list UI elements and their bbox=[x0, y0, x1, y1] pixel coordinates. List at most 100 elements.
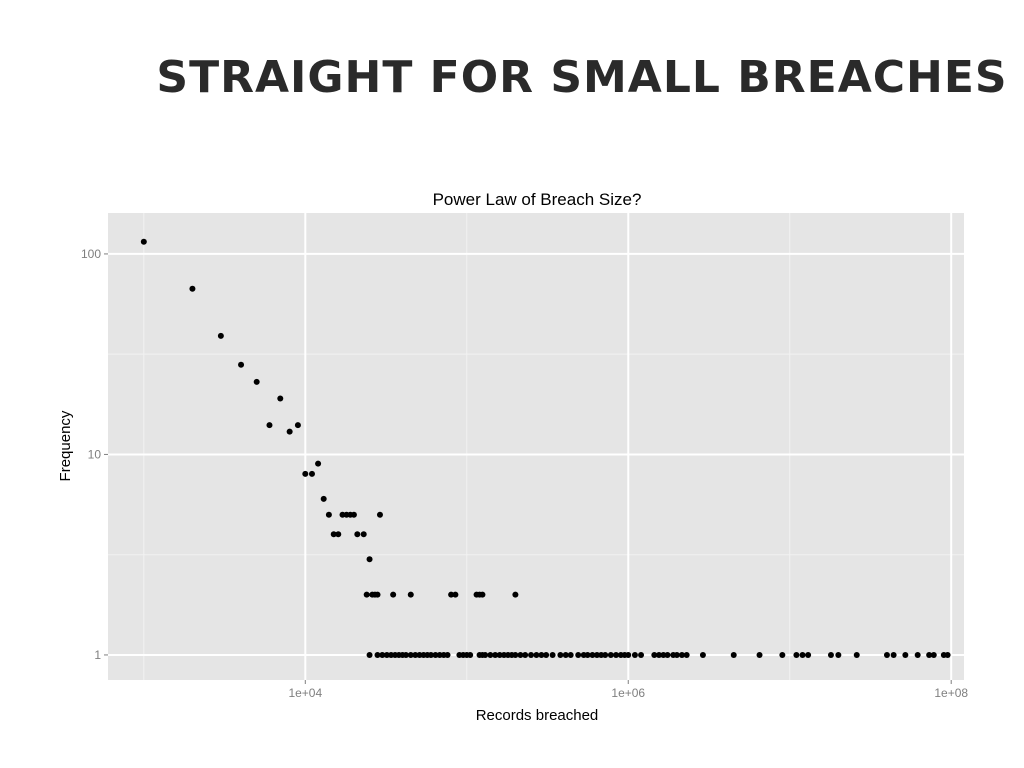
data-point bbox=[330, 531, 337, 538]
chart-title: Power Law of Breach Size? bbox=[433, 190, 642, 209]
data-point bbox=[613, 651, 620, 658]
data-point bbox=[799, 651, 806, 658]
data-point bbox=[944, 651, 951, 658]
data-point bbox=[407, 651, 414, 658]
data-point bbox=[651, 651, 658, 658]
data-point bbox=[189, 285, 196, 292]
data-point bbox=[625, 651, 632, 658]
data-point bbox=[412, 651, 419, 658]
data-point bbox=[673, 651, 680, 658]
data-point bbox=[354, 531, 361, 538]
data-point bbox=[253, 378, 260, 385]
data-point bbox=[827, 651, 834, 658]
slide-title: STRAIGHT FOR SMALL BREACHES bbox=[156, 52, 1008, 103]
data-point bbox=[638, 651, 645, 658]
data-point bbox=[538, 651, 545, 658]
data-point bbox=[779, 651, 786, 658]
data-point bbox=[593, 651, 600, 658]
y-tick-label: 1 bbox=[94, 648, 101, 662]
data-point bbox=[930, 651, 937, 658]
data-point bbox=[756, 651, 763, 658]
data-point bbox=[655, 651, 662, 658]
data-point bbox=[902, 651, 909, 658]
data-point bbox=[575, 651, 582, 658]
data-point bbox=[890, 651, 897, 658]
data-point bbox=[522, 651, 529, 658]
x-tick-label: 1e+06 bbox=[611, 686, 645, 700]
data-point bbox=[320, 495, 327, 502]
data-point bbox=[366, 556, 373, 563]
data-point bbox=[482, 651, 489, 658]
data-point bbox=[325, 511, 332, 518]
data-point bbox=[584, 651, 591, 658]
data-point bbox=[427, 651, 434, 658]
data-point bbox=[487, 651, 494, 658]
data-point bbox=[517, 651, 524, 658]
data-point bbox=[631, 651, 638, 658]
data-point bbox=[308, 470, 315, 477]
data-point bbox=[374, 591, 381, 598]
data-point bbox=[492, 651, 499, 658]
data-point bbox=[479, 591, 486, 598]
y-axis-label: Frequency bbox=[57, 410, 74, 481]
data-point bbox=[528, 651, 535, 658]
data-point bbox=[390, 591, 397, 598]
data-point bbox=[366, 651, 373, 658]
minor-gridlines bbox=[108, 213, 964, 680]
data-point bbox=[286, 428, 293, 435]
data-point bbox=[914, 651, 921, 658]
data-point bbox=[835, 651, 842, 658]
data-point bbox=[562, 651, 569, 658]
data-point bbox=[448, 591, 455, 598]
data-point bbox=[512, 591, 519, 598]
data-point bbox=[496, 651, 503, 658]
data-point bbox=[557, 651, 564, 658]
data-point bbox=[379, 651, 386, 658]
x-tick-label: 1e+08 bbox=[934, 686, 968, 700]
data-point bbox=[793, 651, 800, 658]
data-point bbox=[407, 591, 414, 598]
data-point bbox=[512, 651, 519, 658]
data-point bbox=[444, 651, 451, 658]
x-axis-label: Records breached bbox=[476, 707, 599, 724]
data-point bbox=[217, 332, 224, 339]
data-point bbox=[699, 651, 706, 658]
data-point bbox=[607, 651, 614, 658]
data-point bbox=[360, 531, 367, 538]
data-point bbox=[315, 460, 322, 467]
data-point bbox=[549, 651, 556, 658]
data-points bbox=[140, 238, 951, 658]
data-point bbox=[567, 651, 574, 658]
data-point bbox=[277, 395, 284, 402]
data-point bbox=[383, 651, 390, 658]
data-point bbox=[589, 651, 596, 658]
data-point bbox=[467, 651, 474, 658]
data-point bbox=[266, 422, 273, 429]
major-gridlines bbox=[108, 213, 964, 680]
data-point bbox=[302, 470, 309, 477]
data-point bbox=[683, 651, 690, 658]
data-point bbox=[602, 651, 609, 658]
data-point bbox=[452, 591, 459, 598]
data-point bbox=[730, 651, 737, 658]
plot-panel bbox=[108, 213, 964, 680]
data-point bbox=[805, 651, 812, 658]
data-point bbox=[660, 651, 667, 658]
data-point bbox=[883, 651, 890, 658]
y-tick-label: 10 bbox=[88, 447, 102, 461]
data-point bbox=[853, 651, 860, 658]
y-tick-label: 100 bbox=[81, 247, 101, 261]
data-point bbox=[533, 651, 540, 658]
data-point bbox=[678, 651, 685, 658]
data-point bbox=[374, 651, 381, 658]
data-point bbox=[350, 511, 357, 518]
data-point bbox=[294, 422, 301, 429]
data-point bbox=[432, 651, 439, 658]
x-tick-label: 1e+04 bbox=[288, 686, 322, 700]
axis-ticks: 1e+04 1e+06 1e+08 1 10 100 bbox=[81, 247, 968, 700]
data-point bbox=[664, 651, 671, 658]
data-point bbox=[543, 651, 550, 658]
data-point bbox=[926, 651, 933, 658]
data-point bbox=[376, 511, 383, 518]
